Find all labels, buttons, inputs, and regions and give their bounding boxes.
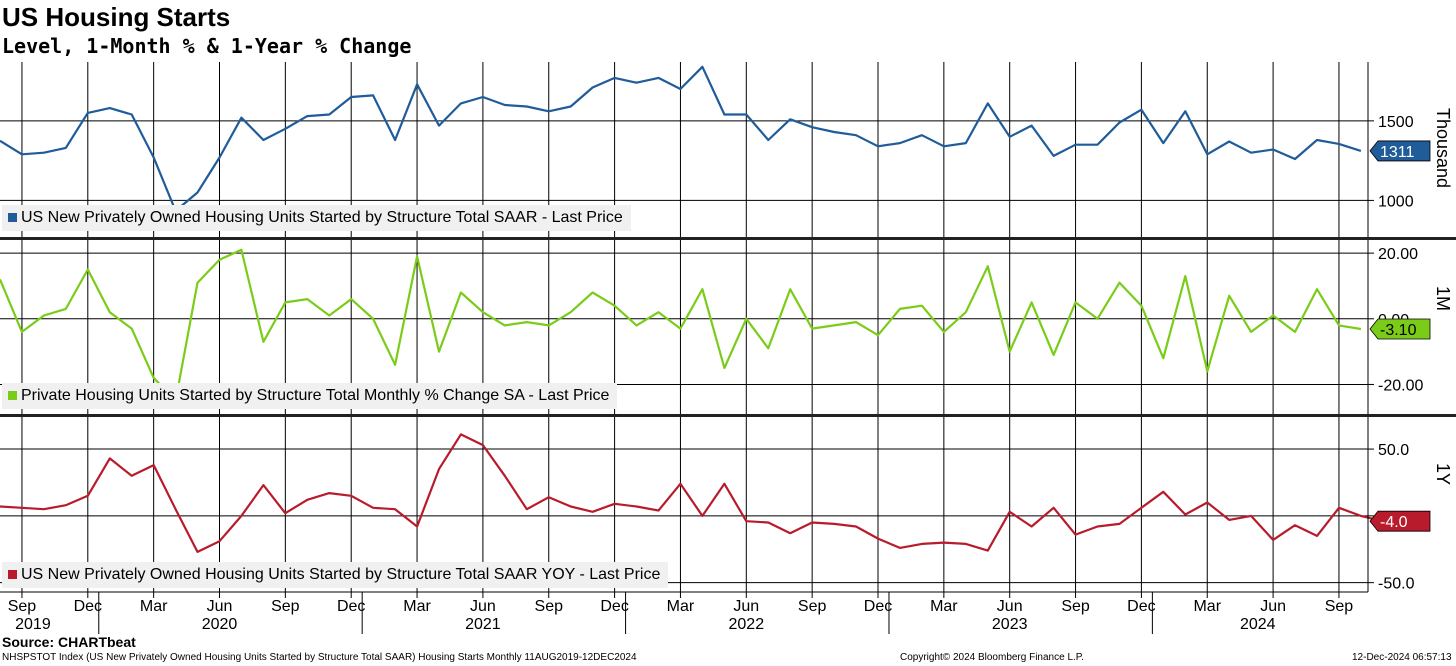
x-tick-label: Sep [271,598,300,615]
timestamp: 12-Dec-2024 06:57:13 [1352,652,1452,663]
source-note: Source: CHARTbeat [2,634,136,650]
x-tick-label: Jun [997,598,1023,615]
x-tick-label: Dec [864,598,892,615]
x-tick-label: Mar [930,598,958,615]
series-line-yoy [0,433,1384,553]
last-value-tag-level [1369,140,1431,162]
last-value-label-yoy: -4.0 [1380,514,1408,531]
y-tick-label: 20.00 [1378,246,1418,263]
grid-layer [0,62,1368,592]
chart-title: US Housing Starts [2,2,231,32]
legend-label-level: US New Privately Owned Housing Units Sta… [21,209,623,226]
x-tick-label: Jun [1260,598,1286,615]
x-year-label: 2021 [465,616,501,633]
x-tick-label: Dec [337,598,365,615]
axis-layer: 15001000Thousand131120.000.00-20.001M-3.… [0,62,1456,634]
x-year-label: 2022 [729,616,765,633]
y-tick-label: 50.0 [1378,442,1409,459]
last-value-tag-mom [1369,318,1431,340]
series-line-mom [0,248,1362,402]
last-value-tag-yoy [1369,510,1431,532]
x-tick-label: Dec [74,598,102,615]
legend-label-yoy: US New Privately Owned Housing Units Sta… [21,566,661,583]
chart-subtitle: Level, 1-Month % & 1-Year % Change [2,34,412,58]
x-year-label: 2023 [992,616,1028,633]
y-tick-label: -20.00 [1378,377,1423,394]
x-tick-label: Sep [1325,598,1354,615]
axis-unit-label: 1M [1433,286,1453,311]
x-tick-label: Mar [1193,598,1221,615]
last-value-label-mom: -3.10 [1380,322,1417,339]
x-tick-label: Jun [733,598,759,615]
y-tick-label: -50.0 [1378,576,1415,593]
x-tick-label: Dec [600,598,628,615]
legend-swatch-mom [8,391,17,400]
y-tick-label: 1000 [1378,193,1414,210]
series-line-level [0,65,1362,212]
y-tick-label: 1500 [1378,114,1414,131]
x-tick-label: Jun [470,598,496,615]
legend-yoy: US New Privately Owned Housing Units Sta… [2,562,669,588]
copyright: Copyright© 2024 Bloomberg Finance L.P. [900,652,1084,663]
x-tick-label: Sep [535,598,564,615]
x-tick-label: Sep [8,598,37,615]
x-tick-label: Jun [207,598,233,615]
x-tick-label: Sep [798,598,827,615]
legend-mom: Private Housing Units Started by Structu… [2,383,618,409]
x-tick-label: Dec [1127,598,1155,615]
legend-level: US New Privately Owned Housing Units Sta… [2,205,631,231]
legend-swatch-level [8,213,17,222]
x-tick-label: Sep [1061,598,1090,615]
legend-swatch-yoy [8,570,17,579]
index-description: NHSPSTOT Index (US New Privately Owned H… [2,652,637,663]
series-layer [0,65,1384,553]
x-tick-label: Mar [667,598,695,615]
x-tick-label: Mar [140,598,168,615]
legend-label-mom: Private Housing Units Started by Structu… [21,387,610,404]
panel-separator [0,414,1456,417]
panel-separator [0,237,1456,240]
x-year-label: 2019 [15,616,51,633]
last-value-label-level: 1311 [1380,144,1415,161]
x-year-label: 2020 [202,616,238,633]
axis-unit-label: Thousand [1433,108,1453,188]
x-year-label: 2024 [1240,616,1276,633]
axis-unit-label: 1Y [1433,463,1453,485]
x-tick-label: Mar [403,598,431,615]
